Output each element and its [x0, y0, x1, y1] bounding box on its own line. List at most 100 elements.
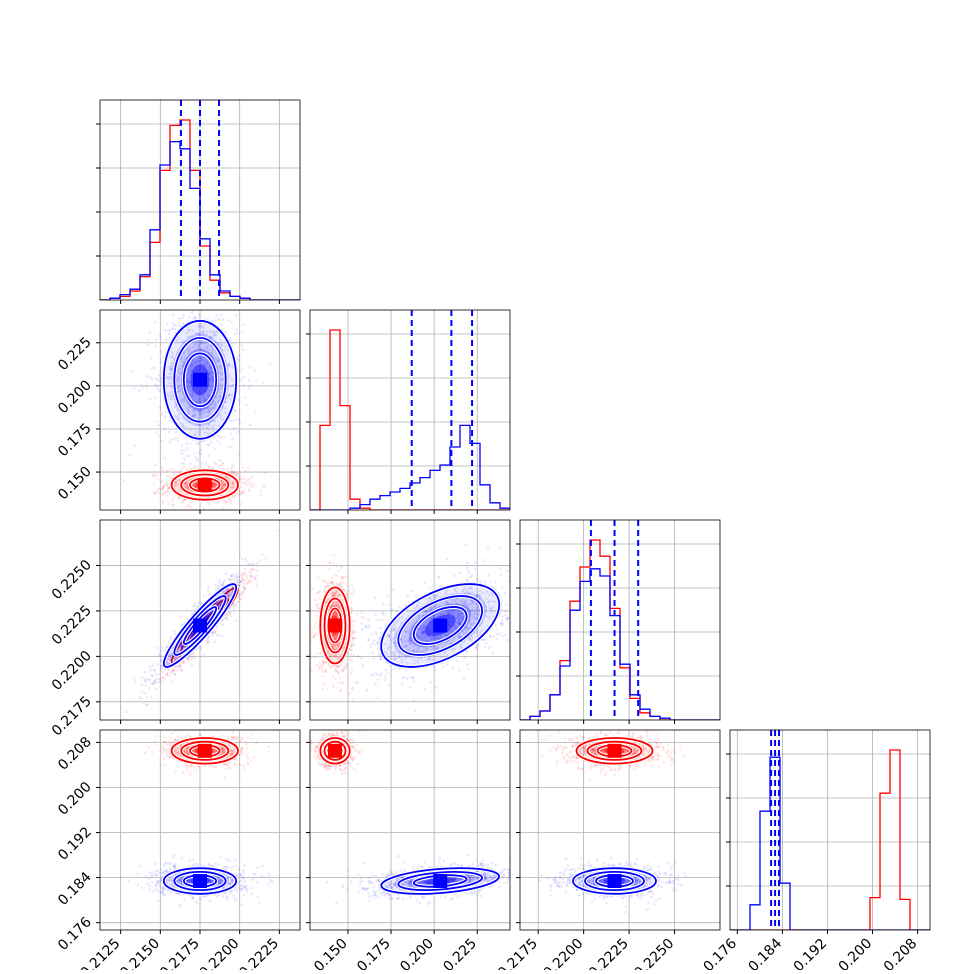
scatter-point: [326, 582, 329, 585]
scatter-point: [204, 508, 207, 511]
scatter-point: [248, 570, 251, 573]
scatter-point: [327, 663, 330, 666]
scatter-point: [185, 506, 188, 509]
scatter-point: [182, 661, 185, 664]
scatter-point: [217, 440, 220, 443]
scatter-point: [191, 664, 194, 667]
scatter-point: [241, 575, 244, 578]
scatter-point: [331, 576, 334, 579]
scatter-point: [515, 584, 518, 587]
scatter-point: [239, 422, 242, 425]
scatter-point: [222, 581, 225, 584]
scatter-point: [196, 457, 199, 460]
scatter-point: [515, 613, 518, 616]
scatter-point: [218, 579, 221, 582]
scatter-point: [349, 653, 352, 656]
scatter-point: [311, 587, 314, 590]
scatter-point: [139, 691, 142, 694]
scatter-point: [154, 367, 157, 370]
scatter-point: [216, 314, 219, 317]
scatter-point: [246, 575, 249, 578]
scatter-point: [311, 640, 314, 643]
scatter-point: [230, 615, 233, 618]
scatter-point: [164, 427, 167, 430]
scatter-point: [302, 658, 305, 661]
scatter-point: [158, 654, 161, 657]
scatter-point: [163, 329, 166, 332]
scatter-point: [240, 593, 243, 596]
scatter-point: [231, 466, 234, 469]
scatter-point: [216, 633, 219, 636]
scatter-point: [158, 492, 161, 495]
scatter-point: [155, 678, 158, 681]
scatter-point: [161, 413, 164, 416]
scatter-point: [231, 470, 234, 473]
scatter-point: [165, 338, 168, 341]
scatter-point: [159, 333, 162, 336]
scatter-point: [181, 452, 184, 455]
scatter-point: [160, 480, 163, 483]
scatter-point: [238, 493, 241, 496]
scatter-point: [201, 461, 204, 464]
scatter-point: [351, 583, 354, 586]
scatter-point: [160, 658, 163, 661]
scatter-point: [253, 369, 256, 372]
scatter-point: [181, 444, 184, 447]
scatter-point: [466, 579, 469, 582]
scatter-point: [241, 367, 244, 370]
scatter-point: [249, 385, 252, 388]
scatter-point: [435, 686, 438, 689]
scatter-point: [227, 468, 230, 471]
scatter-point: [170, 468, 173, 471]
scatter-point: [181, 317, 184, 320]
scatter-point: [213, 448, 216, 451]
scatter-point: [385, 669, 388, 672]
scatter-point: [154, 384, 157, 387]
scatter-point: [179, 615, 182, 618]
scatter-point: [160, 665, 163, 668]
scatter-point: [244, 586, 247, 589]
scatter-point: [157, 488, 160, 491]
scatter-point: [208, 466, 211, 469]
scatter-point: [256, 585, 259, 588]
scatter-point: [168, 431, 171, 434]
scatter-point: [149, 331, 152, 334]
scatter-point: [360, 611, 363, 614]
scatter-point: [238, 490, 241, 493]
scatter-point: [259, 490, 262, 493]
scatter-point: [467, 571, 470, 574]
scatter-point: [474, 562, 477, 565]
scatter-point: [152, 683, 155, 686]
scatter-point: [199, 648, 202, 651]
scatter-point: [223, 436, 226, 439]
scatter-point: [325, 585, 328, 588]
scatter-point: [153, 483, 156, 486]
scatter-point: [122, 480, 125, 483]
scatter-point: [162, 501, 165, 504]
scatter-point: [319, 660, 322, 663]
scatter-point: [230, 446, 233, 449]
scatter-point: [183, 466, 186, 469]
scatter-point: [178, 317, 181, 320]
scatter-point: [315, 622, 318, 625]
scatter-point: [208, 454, 211, 457]
scatter-point: [242, 578, 245, 581]
scatter-point: [212, 466, 215, 469]
scatter-point: [208, 503, 211, 506]
scatter-point: [243, 489, 246, 492]
scatter-point: [197, 451, 200, 454]
scatter-point: [256, 573, 259, 576]
scatter-point: [214, 640, 217, 643]
scatter-point: [165, 484, 168, 487]
scatter-point: [249, 490, 252, 493]
scatter-point: [143, 703, 146, 706]
scatter-point: [424, 581, 427, 584]
scatter-point: [154, 492, 157, 495]
scatter-point: [235, 314, 238, 317]
scatter-point: [235, 572, 238, 575]
scatter-point: [169, 638, 172, 641]
scatter-point: [166, 672, 169, 675]
scatter-point: [195, 604, 198, 607]
scatter-point: [248, 481, 251, 484]
scatter-point: [234, 578, 237, 581]
